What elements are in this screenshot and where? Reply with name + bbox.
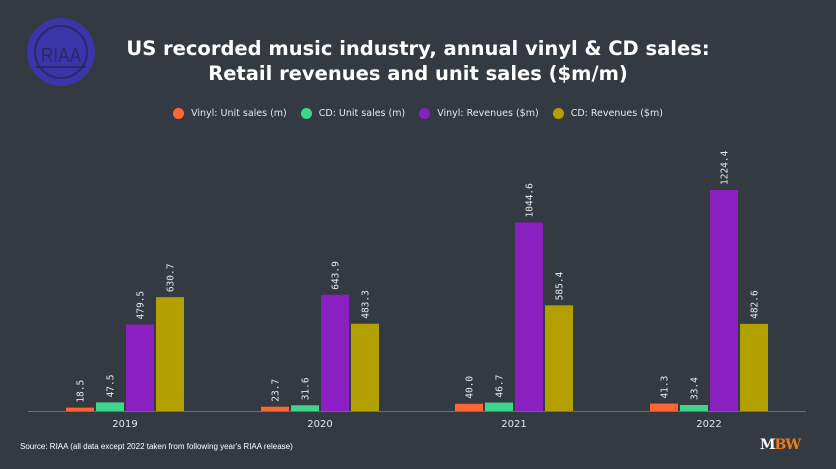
bar	[261, 406, 289, 411]
data-label: 18.5	[76, 380, 87, 403]
data-label: 482.6	[750, 290, 761, 319]
mbw-logo: MBW	[760, 437, 801, 453]
chart-title: US recorded music industry, annual vinyl…	[0, 36, 836, 86]
riaa-logo: RIAA	[27, 18, 95, 86]
legend-label: Vinyl: Unit sales (m)	[191, 108, 287, 119]
legend-item[interactable]: CD: Revenues ($m)	[552, 108, 663, 119]
bar	[710, 190, 738, 411]
legend-swatch	[552, 108, 564, 119]
x-tick-label: 2020	[307, 419, 332, 430]
legend: Vinyl: Unit sales (m) CD: Unit sales (m)…	[0, 108, 836, 119]
x-tick-label: 2019	[112, 419, 137, 430]
data-label: 31.6	[301, 377, 312, 400]
bar	[680, 404, 708, 411]
bar	[126, 324, 154, 411]
data-label: 483.3	[361, 290, 372, 319]
legend-swatch	[300, 108, 312, 119]
bar	[66, 407, 94, 411]
bar	[96, 402, 124, 411]
data-label: 1224.4	[720, 150, 731, 185]
bar	[740, 323, 768, 411]
data-label: 23.7	[271, 379, 282, 402]
bar	[321, 294, 349, 411]
data-label: 479.5	[136, 291, 147, 320]
data-label: 630.7	[166, 264, 177, 293]
title-line-1: US recorded music industry, annual vinyl…	[126, 37, 710, 60]
data-label: 40.0	[465, 376, 476, 399]
bar	[351, 323, 379, 411]
title-line-2: Retail revenues and unit sales ($m/m)	[208, 62, 628, 85]
data-label: 585.4	[555, 271, 566, 300]
legend-label: CD: Unit sales (m)	[318, 108, 406, 119]
legend-swatch	[419, 108, 431, 119]
bar	[650, 403, 678, 411]
bar	[515, 222, 543, 411]
legend-item[interactable]: Vinyl: Unit sales (m)	[173, 108, 287, 119]
data-label: 47.5	[106, 375, 117, 398]
data-label: 643.9	[331, 261, 342, 290]
bar	[485, 402, 513, 411]
bar	[455, 403, 483, 411]
bar	[545, 305, 573, 411]
bar	[156, 297, 184, 411]
legend-swatch	[173, 108, 185, 119]
data-label: 1044.6	[525, 183, 536, 218]
legend-label: Vinyl: Revenues ($m)	[437, 108, 539, 119]
svg-text:RIAA: RIAA	[41, 45, 82, 67]
bar	[291, 405, 319, 411]
source-note: Source: RIAA (all data except 2022 taken…	[20, 442, 293, 451]
data-label: 33.4	[690, 377, 701, 400]
legend-item[interactable]: Vinyl: Revenues ($m)	[419, 108, 539, 119]
data-label: 41.3	[660, 376, 671, 399]
legend-item[interactable]: CD: Unit sales (m)	[300, 108, 406, 119]
x-tick-label: 2022	[696, 419, 721, 430]
data-label: 46.7	[495, 375, 506, 398]
legend-label: CD: Revenues ($m)	[570, 108, 663, 119]
x-tick-label: 2021	[501, 419, 526, 430]
